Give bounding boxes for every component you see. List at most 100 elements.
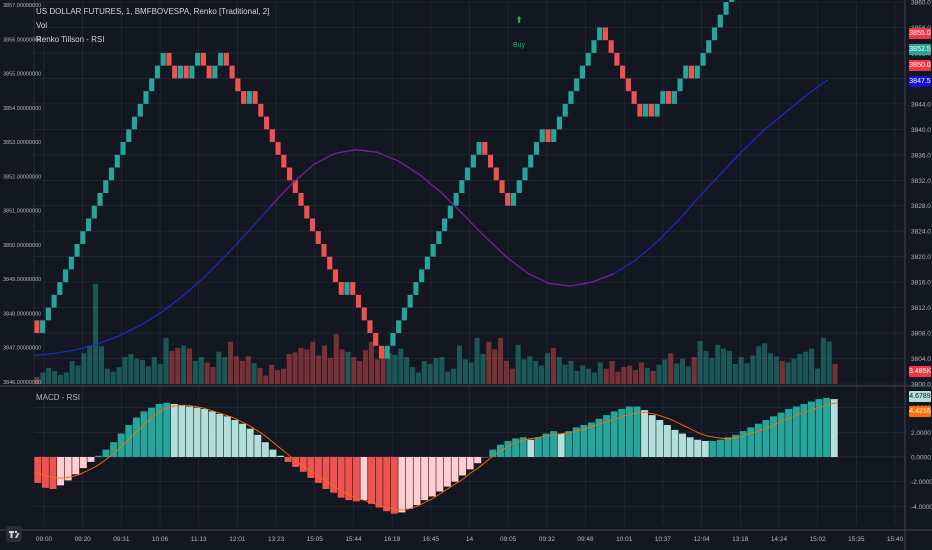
renko-brick — [51, 294, 57, 308]
volume-bar — [310, 341, 316, 384]
renko-brick — [195, 52, 201, 66]
macd-legend[interactable]: MACD - RSI — [36, 393, 80, 402]
volume-bar — [233, 356, 240, 384]
price-badge: 3852.5 — [909, 44, 931, 56]
renko-brick — [160, 52, 166, 66]
right-price-label: 3840.0 — [911, 127, 931, 134]
volume-bar — [398, 348, 404, 384]
volume-bar — [580, 365, 586, 384]
right-price-label: 3820.0 — [911, 254, 931, 261]
tradingview-logo-icon[interactable] — [6, 526, 22, 542]
macd-bar — [595, 418, 603, 457]
renko-brick — [459, 180, 465, 193]
renko-brick — [551, 129, 557, 143]
time-label: 15:35 — [848, 536, 865, 543]
volume-bar — [779, 360, 785, 384]
macd-bar — [178, 405, 186, 457]
renko-brick — [321, 243, 327, 257]
renko-brick — [442, 218, 448, 232]
renko-brick — [562, 103, 568, 117]
macd-bar — [57, 457, 65, 486]
macd-bar — [390, 457, 398, 514]
time-label: 13:18 — [732, 536, 749, 543]
renko-brick — [91, 205, 97, 219]
renko-brick — [126, 129, 132, 143]
renko-brick — [568, 91, 574, 104]
macd-bar — [443, 457, 451, 487]
time-label: 09:31 — [113, 536, 130, 543]
macd-bar — [542, 433, 550, 457]
macd-bar — [565, 431, 573, 457]
volume-bar — [145, 366, 151, 384]
volume-bar — [726, 350, 732, 384]
study-legend[interactable]: Renko Tillson - RSI — [36, 35, 105, 44]
macd-bar — [216, 413, 224, 457]
volume-bar — [814, 368, 820, 384]
volume-bar — [445, 371, 451, 384]
right-price-label: 3836.0 — [911, 152, 931, 159]
macd-bar — [41, 457, 49, 488]
volume-bar — [386, 353, 392, 384]
volume-bar — [556, 357, 562, 384]
volume-bar — [427, 364, 433, 384]
renko-brick — [493, 167, 499, 181]
macd-bar — [208, 411, 216, 457]
renko-brick — [723, 2, 729, 15]
volume-bar — [480, 354, 486, 384]
macd-bar — [580, 424, 588, 457]
renko-brick — [189, 65, 195, 79]
volume-bar — [803, 351, 809, 384]
renko-brick — [338, 282, 344, 295]
volume-bar — [192, 360, 198, 384]
renko-brick — [183, 65, 189, 79]
volume-bar — [468, 362, 474, 384]
volume-bar — [456, 345, 463, 384]
renko-brick — [137, 103, 143, 117]
renko-brick — [286, 167, 293, 181]
renko-brick — [131, 116, 138, 130]
renko-brick — [694, 65, 700, 79]
macd-axis-label: -4.0000 — [911, 504, 932, 511]
volume-bar — [98, 346, 105, 384]
volume-bar — [368, 341, 374, 384]
macd-bar — [246, 428, 254, 457]
volume-bar — [709, 357, 715, 384]
volume-bar — [257, 367, 263, 384]
time-label: 10:37 — [655, 536, 672, 543]
renko-brick — [556, 116, 563, 130]
macd-bar — [679, 433, 687, 457]
volume-bar — [46, 367, 52, 384]
macd-bar — [102, 449, 110, 457]
volume-bar — [222, 357, 228, 384]
volume-bar — [644, 367, 650, 384]
renko-brick — [252, 91, 258, 104]
macd-bar — [299, 457, 307, 472]
right-price-label: 3828.0 — [911, 203, 931, 210]
macd-bar — [481, 457, 489, 458]
volume-bar — [363, 350, 369, 384]
volume-bar — [498, 337, 504, 384]
volume-bar — [122, 357, 128, 384]
renko-brick — [172, 65, 178, 79]
renko-brick — [367, 320, 373, 334]
volume-bar — [228, 341, 234, 384]
renko-brick — [510, 193, 517, 206]
renko-brick — [614, 52, 620, 66]
volume-legend[interactable]: Vol — [36, 21, 48, 30]
macd-bar — [155, 404, 163, 457]
renko-brick — [579, 65, 586, 79]
volume-bar — [539, 365, 545, 384]
macd-bar — [694, 439, 702, 457]
macd-bar — [534, 437, 542, 457]
renko-brick — [269, 129, 275, 143]
macd-bar — [117, 433, 125, 457]
renko-brick — [40, 320, 46, 334]
right-price-label: 3844.0 — [911, 101, 931, 108]
renko-brick — [533, 142, 540, 155]
volume-bar — [486, 341, 492, 384]
right-price-label: 3816.0 — [911, 280, 931, 287]
volume-bar — [826, 341, 832, 384]
macd-bar — [459, 457, 467, 476]
left-price-label: 3846.00000000 — [3, 380, 41, 386]
